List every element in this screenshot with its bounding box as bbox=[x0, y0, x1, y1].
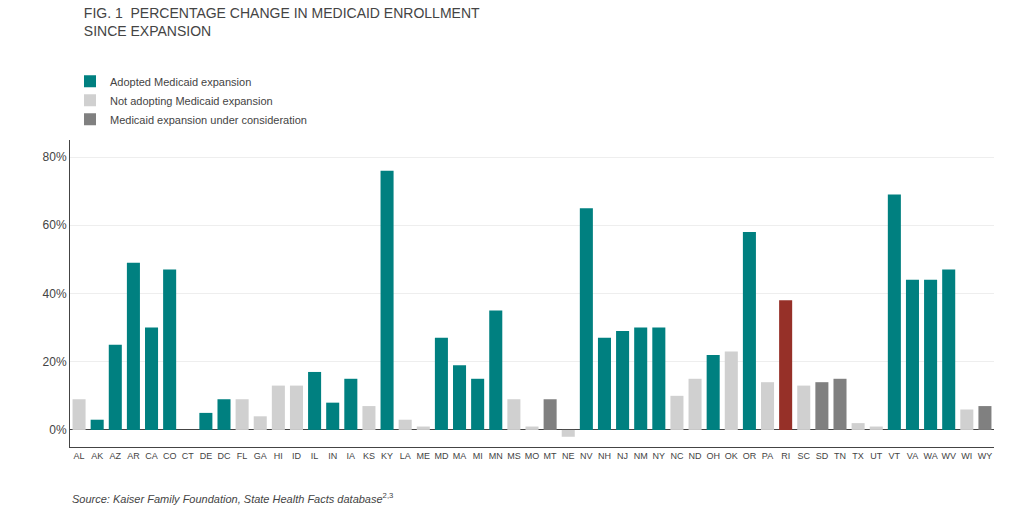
svg-text:HI: HI bbox=[274, 451, 283, 461]
svg-text:NM: NM bbox=[634, 451, 648, 461]
svg-text:AZ: AZ bbox=[110, 451, 122, 461]
svg-text:KY: KY bbox=[381, 451, 393, 461]
svg-text:NY: NY bbox=[653, 451, 666, 461]
svg-text:DE: DE bbox=[200, 451, 213, 461]
svg-text:MA: MA bbox=[453, 451, 467, 461]
svg-text:VT: VT bbox=[889, 451, 901, 461]
svg-text:20%: 20% bbox=[43, 355, 67, 369]
svg-text:UT: UT bbox=[870, 451, 882, 461]
svg-text:WV: WV bbox=[941, 451, 956, 461]
svg-text:MT: MT bbox=[544, 451, 557, 461]
svg-text:TX: TX bbox=[852, 451, 864, 461]
svg-text:NJ: NJ bbox=[617, 451, 628, 461]
svg-text:Adopted Medicaid expansion: Adopted Medicaid expansion bbox=[110, 76, 251, 88]
svg-text:MO: MO bbox=[525, 451, 540, 461]
svg-text:ME: ME bbox=[417, 451, 431, 461]
svg-text:NC: NC bbox=[670, 451, 683, 461]
svg-text:IN: IN bbox=[328, 451, 337, 461]
svg-text:FIG. 1 PERCENTAGE CHANGE IN M: FIG. 1 PERCENTAGE CHANGE IN MEDICAID ENR… bbox=[84, 5, 480, 39]
svg-text:WI: WI bbox=[961, 451, 972, 461]
svg-text:NH: NH bbox=[598, 451, 611, 461]
svg-text:OR: OR bbox=[743, 451, 757, 461]
svg-text:Medicaid expansion under consi: Medicaid expansion under consideration bbox=[110, 114, 307, 126]
svg-text:IA: IA bbox=[347, 451, 356, 461]
svg-text:MN: MN bbox=[489, 451, 503, 461]
svg-text:AR: AR bbox=[127, 451, 140, 461]
svg-text:NE: NE bbox=[562, 451, 575, 461]
svg-text:MI: MI bbox=[473, 451, 483, 461]
svg-text:SD: SD bbox=[816, 451, 829, 461]
svg-text:Not adopting Medicaid expansio: Not adopting Medicaid expansion bbox=[110, 95, 273, 107]
svg-text:MS: MS bbox=[507, 451, 521, 461]
svg-text:FL: FL bbox=[237, 451, 248, 461]
svg-text:60%: 60% bbox=[43, 218, 67, 232]
svg-text:NV: NV bbox=[580, 451, 593, 461]
svg-text:VA: VA bbox=[907, 451, 918, 461]
svg-text:MD: MD bbox=[434, 451, 448, 461]
svg-text:GA: GA bbox=[254, 451, 267, 461]
svg-text:DC: DC bbox=[218, 451, 231, 461]
svg-text:WY: WY bbox=[978, 451, 993, 461]
svg-text:ND: ND bbox=[689, 451, 702, 461]
svg-text:AL: AL bbox=[74, 451, 85, 461]
svg-text:OH: OH bbox=[706, 451, 720, 461]
svg-text:80%: 80% bbox=[43, 150, 67, 164]
svg-text:CT: CT bbox=[182, 451, 194, 461]
svg-text:WA: WA bbox=[924, 451, 938, 461]
svg-text:40%: 40% bbox=[43, 287, 67, 301]
svg-text:KS: KS bbox=[363, 451, 375, 461]
svg-text:PA: PA bbox=[762, 451, 773, 461]
svg-text:CA: CA bbox=[145, 451, 158, 461]
svg-text:Source: Kaiser Family Foundati: Source: Kaiser Family Foundation, State … bbox=[72, 491, 393, 505]
svg-text:CO: CO bbox=[163, 451, 177, 461]
svg-text:AK: AK bbox=[91, 451, 103, 461]
svg-text:IL: IL bbox=[311, 451, 319, 461]
svg-text:0%: 0% bbox=[49, 423, 67, 437]
svg-text:TN: TN bbox=[834, 451, 846, 461]
svg-text:RI: RI bbox=[781, 451, 790, 461]
svg-text:LA: LA bbox=[400, 451, 411, 461]
svg-text:OK: OK bbox=[725, 451, 738, 461]
svg-text:SC: SC bbox=[798, 451, 811, 461]
svg-text:ID: ID bbox=[292, 451, 302, 461]
